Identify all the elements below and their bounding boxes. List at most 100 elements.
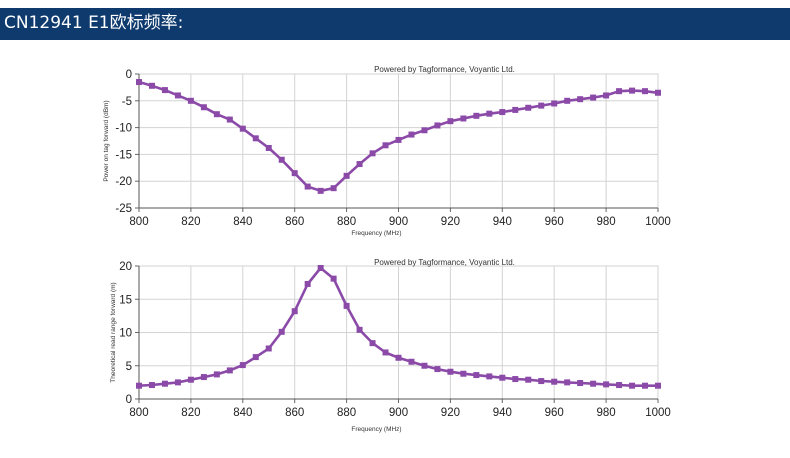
page-header: CN12941 E1欧标频率: xyxy=(0,8,790,40)
data-point xyxy=(278,328,285,335)
x-tick-label: 940 xyxy=(493,216,512,228)
data-point xyxy=(343,172,350,179)
data-point xyxy=(642,382,649,389)
y-axis-title: Power on tag forward (dBm) xyxy=(103,100,110,181)
data-point xyxy=(538,102,545,109)
data-point xyxy=(226,116,233,123)
data-point xyxy=(460,115,467,122)
data-point xyxy=(239,125,246,132)
data-point xyxy=(304,183,311,190)
x-tick-label: 800 xyxy=(129,216,148,228)
data-point xyxy=(187,97,194,104)
x-tick-label: 920 xyxy=(441,407,460,419)
data-point xyxy=(499,374,506,381)
y-tick-label: -25 xyxy=(115,203,132,215)
page-title: CN12941 E1欧标频率: xyxy=(4,13,184,33)
x-tick-label: 840 xyxy=(233,216,252,228)
data-point xyxy=(512,106,519,113)
power-on-tag-chart: 800 820 840 860 880 900 920 940 960 980 1000 0 -5 -10… xyxy=(103,65,671,237)
data-point xyxy=(382,142,389,149)
data-point xyxy=(136,382,142,389)
x-tick-label: 960 xyxy=(545,407,564,419)
x-tick-label: 800 xyxy=(129,407,148,419)
data-point xyxy=(408,131,415,138)
data-point xyxy=(148,382,155,389)
data-point xyxy=(343,302,350,309)
x-tick-label: 1000 xyxy=(645,216,671,228)
data-point xyxy=(616,88,623,95)
data-point xyxy=(564,97,571,104)
data-point xyxy=(148,82,155,89)
data-point xyxy=(590,94,597,101)
y-axis-title: Theoretical read range forward (m) xyxy=(110,282,117,382)
data-point xyxy=(603,92,610,99)
x-axis-title: Frequency (MHz) xyxy=(351,230,401,237)
data-point xyxy=(499,109,506,116)
data-point xyxy=(174,379,181,386)
x-tick-label: 940 xyxy=(493,407,512,419)
data-point xyxy=(369,340,376,347)
x-tick-label: 900 xyxy=(389,216,408,228)
data-point xyxy=(395,136,402,143)
y-tick-label: 0 xyxy=(126,69,132,81)
data-point xyxy=(330,185,337,192)
y-tick-label: -15 xyxy=(115,149,132,161)
data-point xyxy=(304,280,311,287)
y-tick-label: -10 xyxy=(115,123,132,135)
data-point xyxy=(421,127,428,134)
data-point xyxy=(252,354,259,361)
data-point xyxy=(136,79,142,86)
data-point xyxy=(655,382,661,389)
x-tick-label: 860 xyxy=(285,216,304,228)
data-point xyxy=(356,161,363,168)
data-point xyxy=(317,264,324,271)
y-tick-label: 10 xyxy=(119,328,132,340)
data-point xyxy=(473,112,480,119)
data-point xyxy=(460,370,467,377)
data-point xyxy=(603,381,610,388)
data-point xyxy=(278,156,285,163)
data-point xyxy=(434,122,441,129)
data-point xyxy=(408,358,415,365)
data-point xyxy=(369,150,376,157)
data-point xyxy=(161,380,168,387)
y-tick-label: 5 xyxy=(126,361,132,373)
data-point xyxy=(174,92,181,99)
data-point xyxy=(486,373,493,380)
x-tick-label: 880 xyxy=(337,407,356,419)
x-tick-label: 960 xyxy=(545,216,564,228)
data-point xyxy=(447,368,454,375)
data-point xyxy=(629,382,636,389)
data-point xyxy=(486,110,493,117)
x-tick-label: 1000 xyxy=(645,407,671,419)
data-point xyxy=(629,87,636,94)
data-point xyxy=(551,100,558,107)
data-point xyxy=(226,367,233,374)
data-point xyxy=(590,380,597,387)
x-tick-label: 840 xyxy=(233,407,252,419)
data-point xyxy=(538,378,545,385)
data-point xyxy=(577,380,584,387)
data-point xyxy=(382,349,389,356)
data-point xyxy=(291,170,298,177)
y-tick-label: 20 xyxy=(119,261,132,273)
data-point xyxy=(187,376,194,383)
y-tick-label: -20 xyxy=(115,176,132,188)
data-point xyxy=(239,362,246,369)
y-tick-label: 15 xyxy=(119,294,132,306)
data-point xyxy=(616,382,623,389)
x-tick-label: 820 xyxy=(181,216,200,228)
x-tick-label: 820 xyxy=(181,407,200,419)
data-point xyxy=(525,104,532,111)
data-point xyxy=(317,187,324,194)
data-point xyxy=(356,326,363,333)
data-point xyxy=(551,378,558,385)
data-point xyxy=(642,88,649,95)
data-point xyxy=(265,345,272,352)
data-point xyxy=(421,362,428,369)
data-point xyxy=(473,372,480,379)
data-point xyxy=(434,366,441,373)
data-point xyxy=(447,118,454,125)
data-point xyxy=(252,135,259,142)
data-point xyxy=(200,104,207,111)
